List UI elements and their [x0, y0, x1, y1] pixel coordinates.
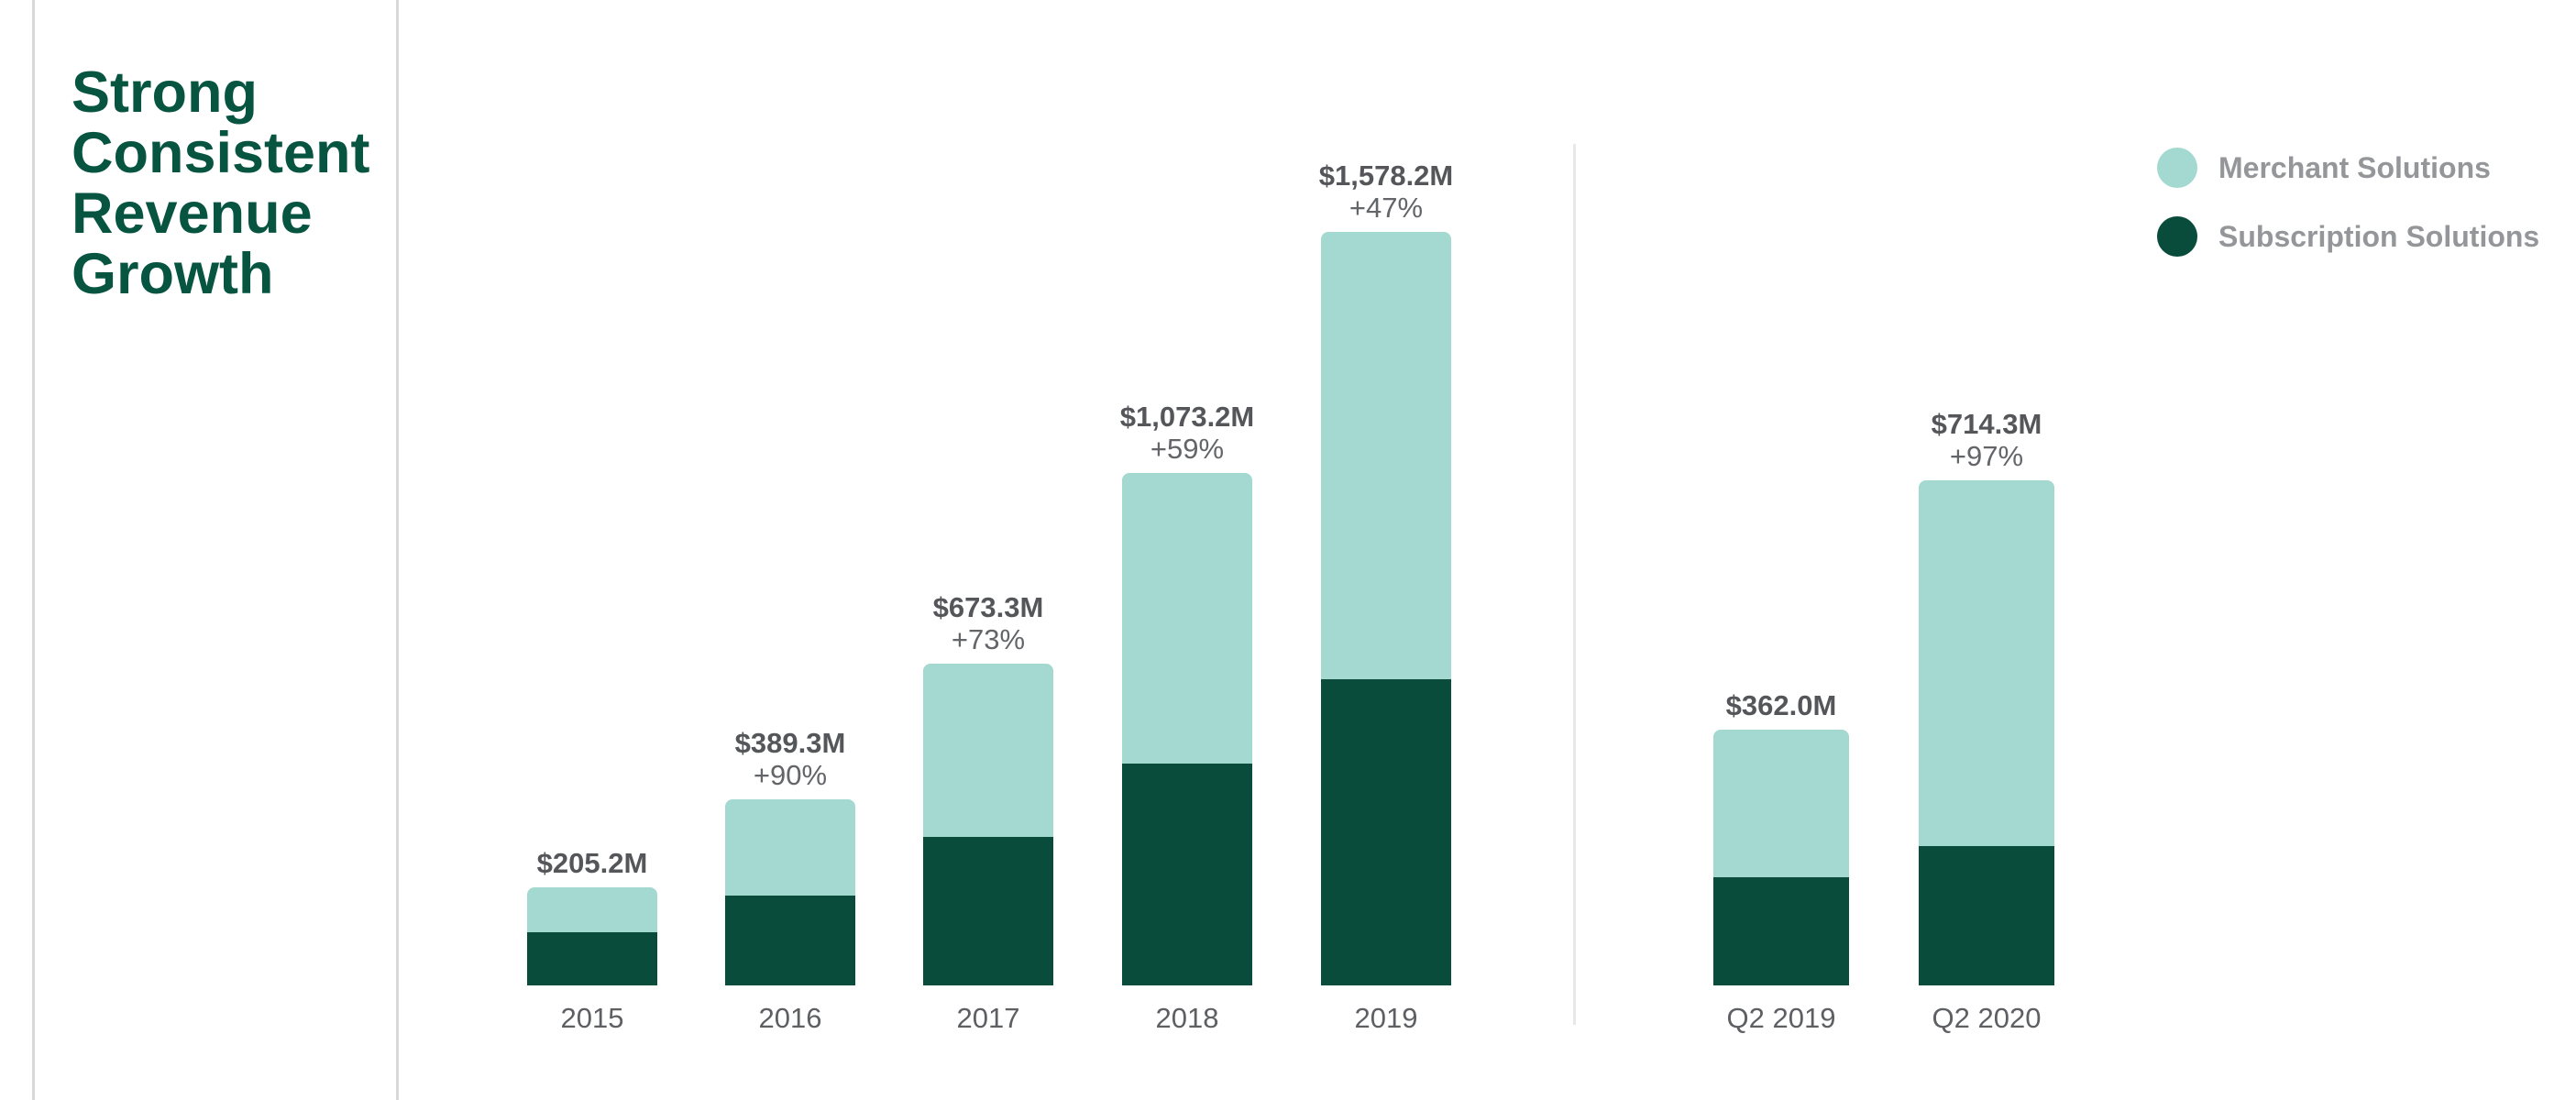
bar-value-label: $673.3M +73%: [933, 591, 1044, 655]
total-revenue-label: $205.2M: [536, 847, 648, 879]
growth-percent-label: +59%: [1150, 433, 1225, 465]
bar-group-2016: $389.3M +90% 2016: [725, 0, 855, 1100]
legend-label: Subscription Solutions: [2218, 219, 2540, 253]
bar-value-label: $1,073.2M +59%: [1120, 401, 1255, 465]
bar-group-2018: $1,073.2M +59% 2018: [1120, 0, 1255, 1100]
total-revenue-label: $362.0M: [1725, 689, 1837, 721]
total-revenue-label: $389.3M: [734, 727, 846, 759]
bar-2015: [527, 887, 657, 985]
total-revenue-label: $1,073.2M: [1119, 401, 1255, 433]
category-label: 2018: [1155, 1002, 1219, 1034]
category-label: 2017: [956, 1002, 1020, 1034]
bar-group-2015: $205.2M 2015: [527, 0, 657, 1100]
total-revenue-label: $673.3M: [932, 591, 1044, 623]
category-label: 2016: [758, 1002, 822, 1034]
title-line-2: Consistent: [72, 121, 370, 185]
title-line-4: Growth: [72, 242, 274, 306]
bar-group-2019: $1,578.2M +47% 2019: [1319, 0, 1454, 1100]
bar-group-q2-2020: $714.3M +97% Q2 2020: [1919, 0, 2054, 1100]
legend-item-merchant: Merchant Solutions: [2157, 148, 2539, 188]
bar-2016: [725, 799, 855, 985]
growth-percent-label: +73%: [951, 623, 1026, 655]
bar-value-label: $362.0M: [1726, 689, 1837, 721]
total-revenue-label: $714.3M: [1931, 408, 2042, 440]
legend-label: Merchant Solutions: [2218, 150, 2491, 184]
bar-group-2017: $673.3M +73% 2017: [923, 0, 1053, 1100]
category-label: Q2 2019: [1726, 1002, 1836, 1034]
subscription-segment: [1321, 679, 1451, 985]
legend-item-subscription: Subscription Solutions: [2157, 216, 2539, 257]
subscription-segment: [923, 837, 1053, 985]
bar-2017: [923, 664, 1053, 985]
growth-percent-label: +47%: [1349, 192, 1424, 224]
bar-2018: [1122, 473, 1252, 985]
bar-value-label: $389.3M +90%: [735, 727, 846, 791]
bar-q2-2020: [1919, 480, 2054, 985]
bar-q2-2019: [1713, 730, 1849, 985]
bar-group-q2-2019: $362.0M Q2 2019: [1713, 0, 1849, 1100]
annual-quarterly-separator-rule: [1573, 144, 1576, 1025]
left-border-rule: [32, 0, 35, 1100]
bar-value-label: $1,578.2M +47%: [1319, 160, 1454, 224]
subscription-segment: [725, 896, 855, 985]
subscription-segment: [1122, 764, 1252, 985]
slide-title: Strong Consistent Revenue Growth: [72, 62, 370, 304]
category-label: Q2 2020: [1932, 1002, 2042, 1034]
growth-percent-label: +90%: [753, 759, 828, 791]
category-label: 2015: [560, 1002, 624, 1034]
growth-percent-label: +97%: [1949, 440, 2024, 472]
title-divider-rule: [396, 0, 399, 1100]
category-label: 2019: [1354, 1002, 1418, 1034]
bar-2019: [1321, 232, 1451, 985]
merchant-color-dot-icon: [2157, 148, 2197, 188]
legend: Merchant Solutions Subscription Solution…: [2157, 148, 2539, 285]
title-line-3: Revenue: [72, 182, 313, 246]
subscription-segment: [527, 932, 657, 985]
total-revenue-label: $1,578.2M: [1318, 160, 1454, 192]
subscription-segment: [1713, 877, 1849, 985]
bar-value-label: $205.2M: [537, 847, 648, 879]
subscription-segment: [1919, 846, 2054, 985]
title-line-1: Strong: [72, 60, 258, 125]
bar-value-label: $714.3M +97%: [1932, 408, 2042, 472]
subscription-color-dot-icon: [2157, 216, 2197, 257]
